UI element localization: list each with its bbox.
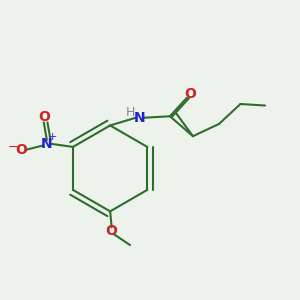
Text: O: O xyxy=(106,224,118,238)
Text: N: N xyxy=(134,111,145,125)
Text: O: O xyxy=(184,87,196,101)
Text: H: H xyxy=(126,106,135,119)
Text: N: N xyxy=(41,137,53,151)
Text: −: − xyxy=(8,140,18,153)
Text: O: O xyxy=(15,143,27,157)
Text: O: O xyxy=(38,110,50,124)
Text: +: + xyxy=(48,132,57,142)
